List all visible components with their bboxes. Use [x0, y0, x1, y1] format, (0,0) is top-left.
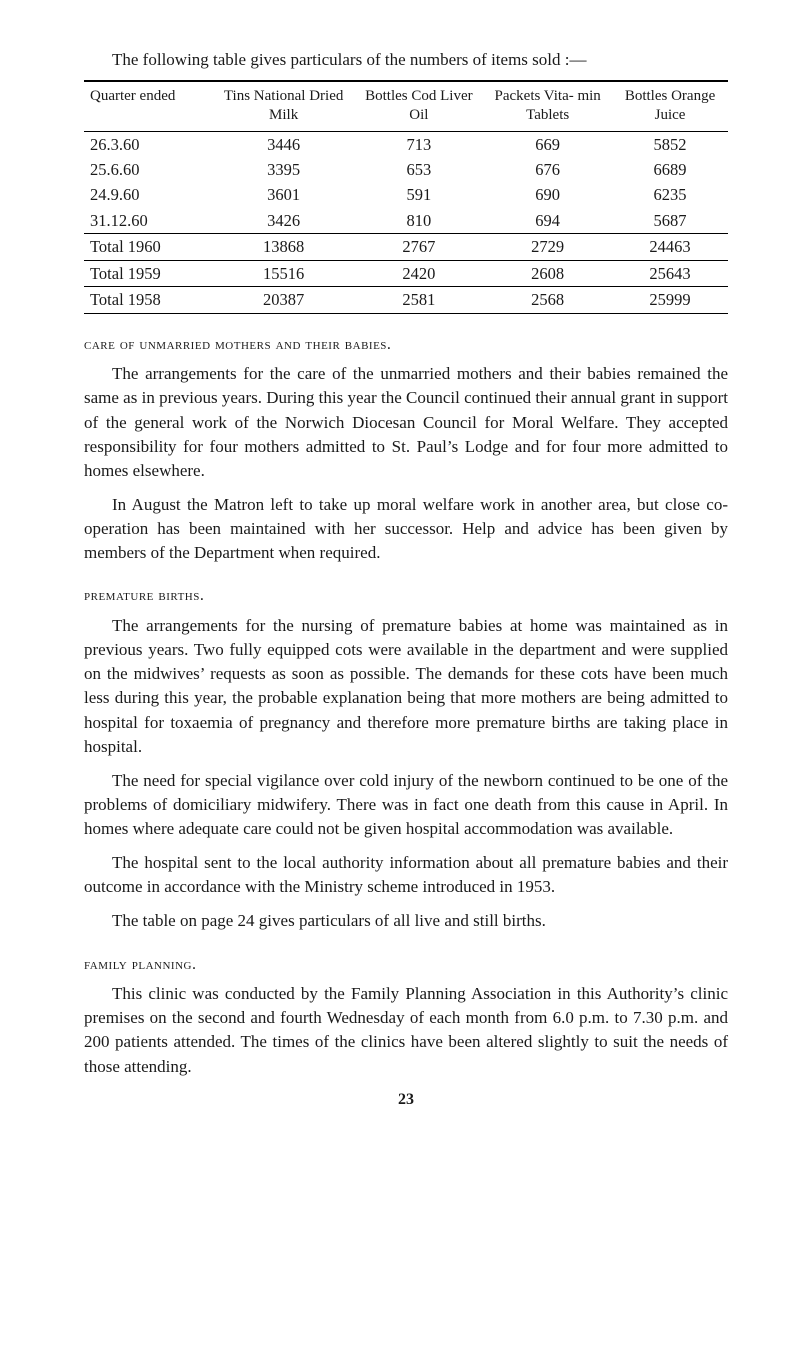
para: The need for special vigilance over cold…: [84, 769, 728, 841]
para: The hospital sent to the local authority…: [84, 851, 728, 899]
table-total-row: Total 1960 13868 2767 2729 24463: [84, 234, 728, 260]
items-sold-table: Quarter ended Tins National Dried Milk B…: [84, 80, 728, 313]
cell: 2729: [483, 234, 612, 260]
cell-label: Total 1959: [84, 260, 213, 286]
cell: 690: [483, 182, 612, 207]
para: The arrangements for the care of the unm…: [84, 362, 728, 483]
heading-premature: premature births.: [84, 585, 728, 608]
col-quarter: Quarter ended: [84, 81, 213, 132]
cell: 2420: [354, 260, 483, 286]
table-total-row: Total 1959 15516 2420 2608 25643: [84, 260, 728, 286]
cell: 2581: [354, 287, 483, 313]
para: The table on page 24 gives particulars o…: [84, 909, 728, 933]
cell: 13868: [213, 234, 355, 260]
cell: 2568: [483, 287, 612, 313]
cell: 5687: [612, 208, 728, 234]
cell: 25643: [612, 260, 728, 286]
page-number: 23: [84, 1089, 728, 1112]
col-vitamin: Packets Vita- min Tablets: [483, 81, 612, 132]
cell: 2767: [354, 234, 483, 260]
para: This clinic was conducted by the Family …: [84, 982, 728, 1079]
cell: 6689: [612, 157, 728, 182]
heading-care: care of unmarried mothers and their babi…: [84, 334, 728, 357]
cell-label: 25.6.60: [84, 157, 213, 182]
cell-label: Total 1960: [84, 234, 213, 260]
cell: 2608: [483, 260, 612, 286]
table-header-row: Quarter ended Tins National Dried Milk B…: [84, 81, 728, 132]
cell: 669: [483, 131, 612, 157]
table-row: 31.12.60 3426 810 694 5687: [84, 208, 728, 234]
cell: 24463: [612, 234, 728, 260]
col-cod: Bottles Cod Liver Oil: [354, 81, 483, 132]
cell: 591: [354, 182, 483, 207]
intro-text: The following table gives particulars of…: [84, 48, 728, 72]
cell-label: Total 1958: [84, 287, 213, 313]
cell: 810: [354, 208, 483, 234]
para: In August the Matron left to take up mor…: [84, 493, 728, 565]
table-row: 26.3.60 3446 713 669 5852: [84, 131, 728, 157]
cell-label: 31.12.60: [84, 208, 213, 234]
cell: 3601: [213, 182, 355, 207]
cell: 25999: [612, 287, 728, 313]
col-tins: Tins National Dried Milk: [213, 81, 355, 132]
table-row: 25.6.60 3395 653 676 6689: [84, 157, 728, 182]
cell-label: 26.3.60: [84, 131, 213, 157]
cell: 6235: [612, 182, 728, 207]
cell: 653: [354, 157, 483, 182]
heading-family: family planning.: [84, 954, 728, 977]
cell: 5852: [612, 131, 728, 157]
cell: 15516: [213, 260, 355, 286]
col-orange: Bottles Orange Juice: [612, 81, 728, 132]
cell: 713: [354, 131, 483, 157]
cell: 3395: [213, 157, 355, 182]
cell: 3426: [213, 208, 355, 234]
cell: 676: [483, 157, 612, 182]
para: The arrangements for the nursing of prem…: [84, 614, 728, 759]
table-row: 24.9.60 3601 591 690 6235: [84, 182, 728, 207]
table-total-row: Total 1958 20387 2581 2568 25999: [84, 287, 728, 313]
cell-label: 24.9.60: [84, 182, 213, 207]
cell: 20387: [213, 287, 355, 313]
cell: 3446: [213, 131, 355, 157]
cell: 694: [483, 208, 612, 234]
